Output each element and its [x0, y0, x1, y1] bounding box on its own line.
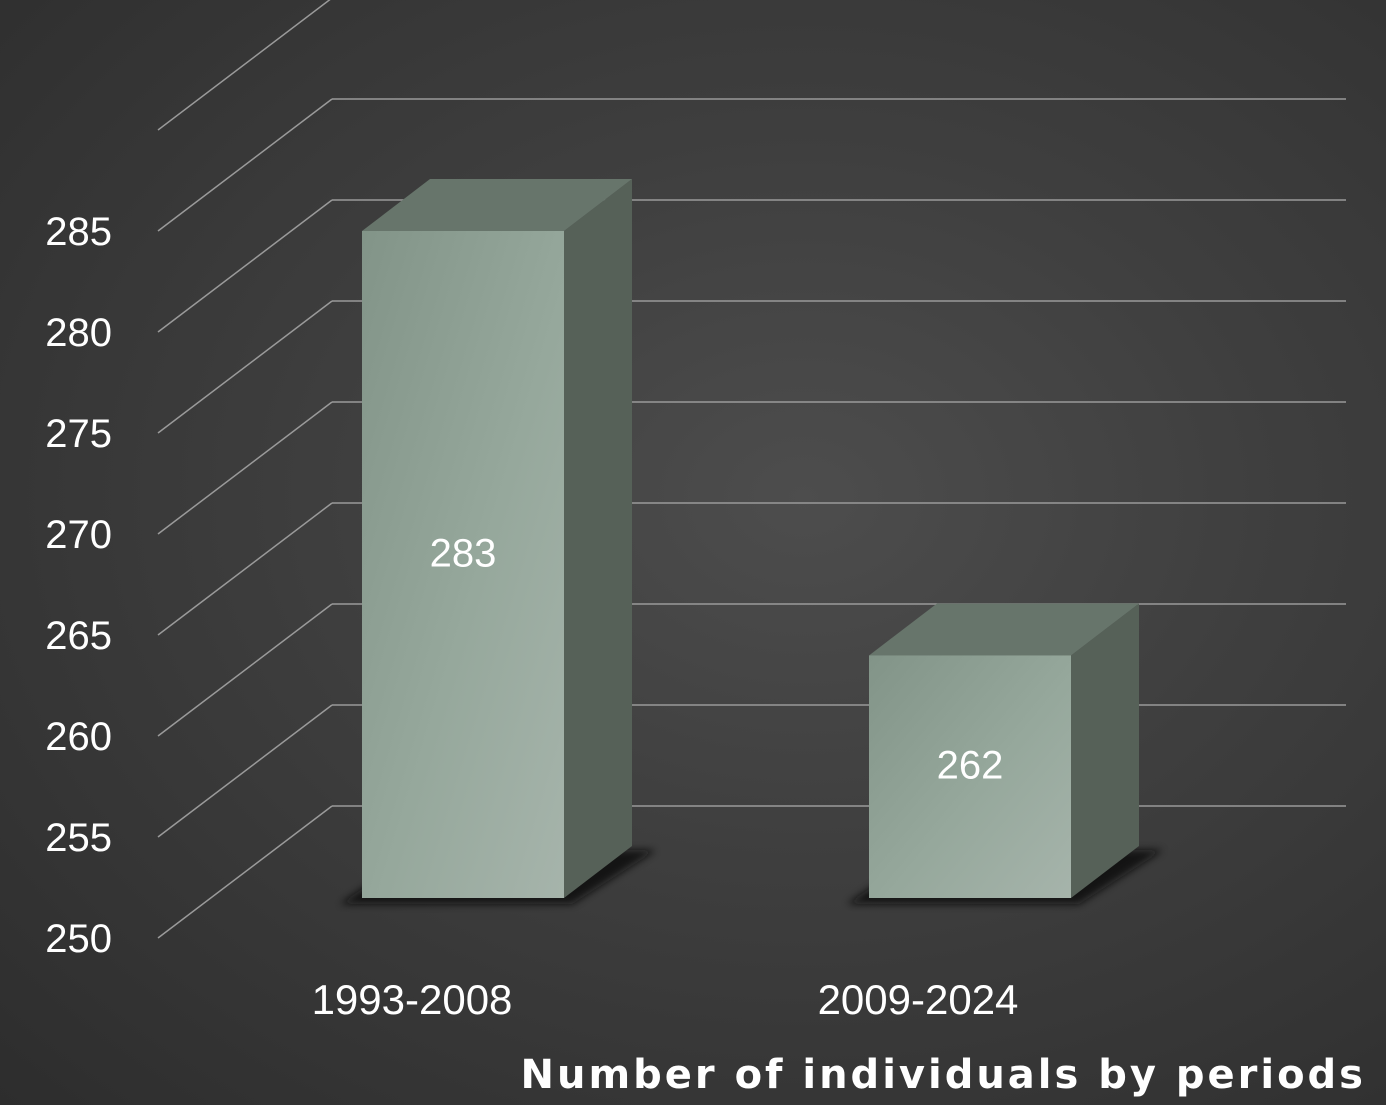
y-tick-label: 275 [45, 412, 112, 456]
gridline-side [157, 502, 333, 636]
gridline-side [157, 401, 333, 535]
gridline-side [157, 603, 333, 737]
bar-front-face [869, 655, 1071, 898]
data-label: 262 [937, 744, 1004, 788]
x-axis-title: Number of individuals by periods [520, 1052, 1366, 1098]
bar-top-face [362, 179, 632, 231]
gridline-side [157, 704, 333, 838]
y-tick-label: 285 [45, 210, 112, 254]
gridline-side [157, 300, 333, 434]
y-tick-label: 255 [45, 816, 112, 860]
y-tick-label: 265 [45, 614, 112, 658]
gridline-side [157, 0, 331, 131]
bar-top-face [869, 603, 1139, 656]
bar-1 [340, 179, 656, 904]
y-tick-label: 250 [45, 917, 112, 961]
data-label: 283 [430, 532, 497, 576]
gridline-side [157, 98, 333, 232]
x-category-label: 2009-2024 [818, 976, 1019, 1023]
bar-2 [847, 603, 1163, 904]
y-tick-label: 280 [45, 311, 112, 355]
x-category-label: 1993-2008 [312, 976, 513, 1023]
gridline-side [157, 199, 333, 333]
y-tick-label: 260 [45, 715, 112, 759]
bar-front-face [362, 231, 564, 898]
y-tick-label: 270 [45, 513, 112, 557]
bar-side-face [564, 179, 632, 898]
gridline-side [157, 805, 333, 939]
bar-side-face [1071, 603, 1139, 898]
